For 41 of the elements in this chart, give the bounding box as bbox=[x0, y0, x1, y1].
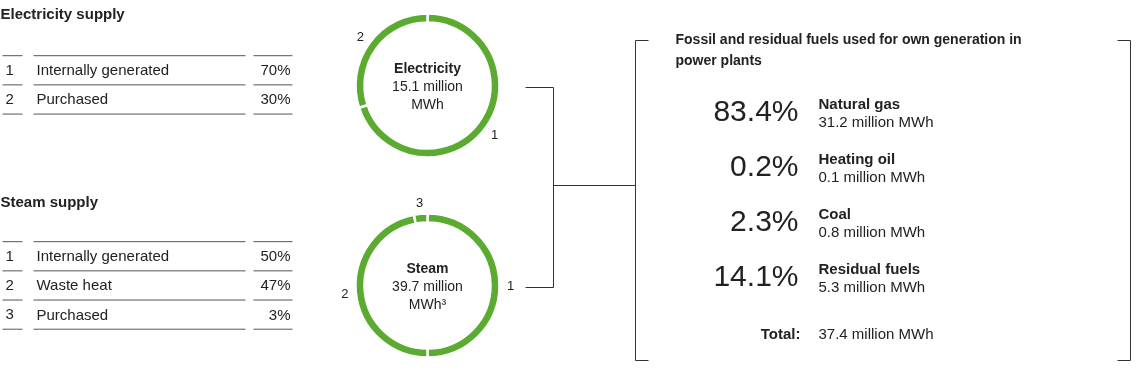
text: Steam bbox=[406, 259, 449, 276]
slice-label: 2 bbox=[356, 29, 364, 45]
text: 2.3% bbox=[730, 204, 799, 237]
category-label: Internally generated bbox=[36, 61, 170, 79]
text: 5.3 million MWh bbox=[818, 278, 926, 295]
category-label: Coal bbox=[818, 205, 852, 222]
category-label: Purchased bbox=[36, 90, 109, 108]
text: 39.7 million MWh³ bbox=[392, 277, 463, 312]
text: 50% bbox=[260, 247, 291, 265]
text: Steam supply bbox=[0, 192, 99, 210]
slice-label: 3 bbox=[416, 195, 424, 211]
text: 3 bbox=[5, 305, 14, 323]
category-label: Heating oil bbox=[818, 150, 896, 167]
text: 0.8 million MWh bbox=[818, 223, 926, 240]
category-label: Purchased bbox=[36, 305, 109, 323]
text: 0.1 million MWh bbox=[818, 168, 926, 185]
text: 3% bbox=[268, 305, 291, 323]
category-label: Internally generated bbox=[36, 247, 170, 265]
text: Electricity supply bbox=[0, 4, 126, 22]
text: 2 bbox=[5, 89, 14, 107]
text: 0.2% bbox=[730, 149, 799, 182]
text: 70% bbox=[260, 61, 291, 79]
text: 14.1% bbox=[713, 259, 799, 292]
text: 2 bbox=[5, 275, 14, 293]
text: Electricity bbox=[394, 59, 462, 76]
slice-label: 1 bbox=[506, 278, 515, 293]
category-label: Waste heat bbox=[36, 276, 113, 294]
text: 15.1 million MWh bbox=[392, 77, 463, 112]
slice-label: 1 bbox=[491, 126, 499, 142]
text: 1 bbox=[5, 246, 14, 264]
text: 37.4 million MWh bbox=[818, 325, 934, 342]
text: 47% bbox=[260, 276, 291, 294]
text: 31.2 million MWh bbox=[818, 113, 934, 130]
slice-label: 2 bbox=[341, 285, 349, 301]
text: Fossil and residual fuels used for own generation in power plants bbox=[675, 30, 1022, 69]
category-label: Residual fuels bbox=[818, 260, 921, 277]
text: 1 bbox=[5, 60, 14, 78]
category-label: Natural gas bbox=[818, 95, 901, 112]
text: Total: bbox=[760, 325, 801, 342]
text: 83.4% bbox=[713, 94, 799, 127]
text: 30% bbox=[260, 90, 291, 108]
